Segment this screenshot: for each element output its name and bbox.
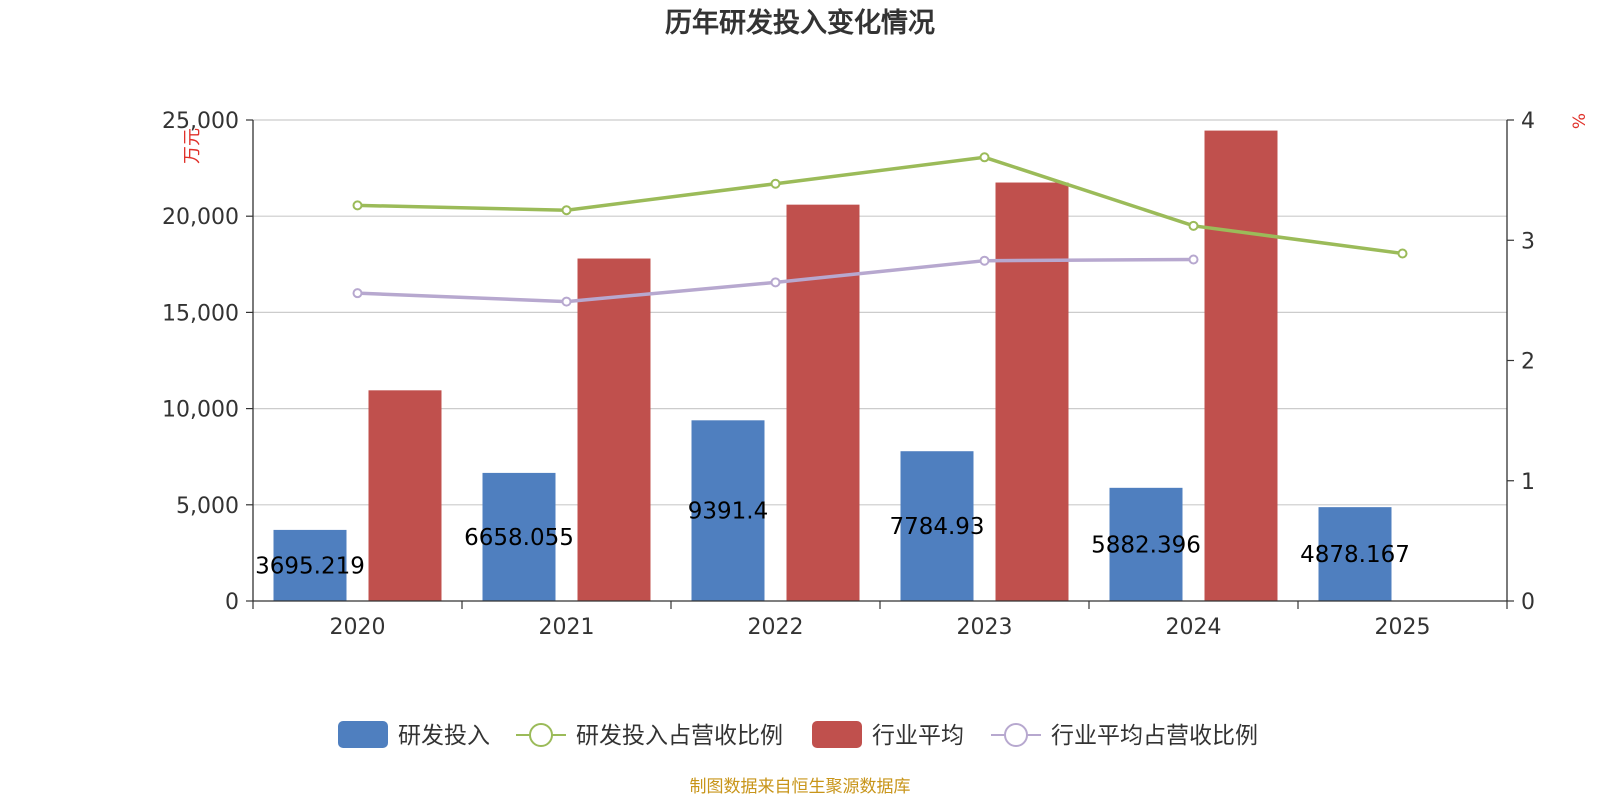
- y-left-tick-label: 15,000: [162, 301, 239, 326]
- bar: [577, 258, 651, 601]
- gridlines: [253, 119, 1507, 506]
- bar: [900, 451, 974, 601]
- bar: [368, 390, 442, 601]
- bar: [786, 204, 860, 601]
- data-label: 9391.4: [688, 499, 768, 525]
- x-tick-label: 2020: [330, 615, 386, 640]
- legend-swatch-marker: [1004, 723, 1028, 747]
- series-point: [979, 152, 990, 163]
- data-label: 6658.055: [464, 525, 574, 551]
- series-point: [1397, 248, 1408, 259]
- legend-label: 研发投入占营收比例: [576, 723, 783, 749]
- y-left-tick-label: 10,000: [162, 398, 239, 423]
- legend: 研发投入 研发投入占营收比例 行业平均 行业平均占营收比例: [338, 721, 1258, 749]
- source-note: 制图数据来自恒生聚源数据库: [690, 777, 911, 797]
- y-right-tick-label: 0: [1521, 590, 1535, 615]
- data-label: 3695.219: [255, 553, 365, 579]
- legend-swatch: [812, 721, 862, 748]
- legend-label: 研发投入: [398, 723, 490, 749]
- series-point: [561, 205, 572, 216]
- legend-label: 行业平均占营收比例: [1051, 723, 1258, 749]
- data-labels: 3695.219 6658.055 9391.4 7784.93 5882.396 487…: [255, 499, 1410, 580]
- legend-swatch: [338, 721, 388, 748]
- y-right-tick-label: 4: [1521, 109, 1535, 134]
- series-point: [770, 178, 781, 189]
- bar: [1318, 507, 1392, 601]
- bar: [273, 529, 347, 601]
- data-label: 7784.93: [889, 514, 984, 540]
- axes: 0 5,000 10,000 15,000 20,000 25,000 0 1 2 3 4 2020 2…: [162, 109, 1535, 640]
- y-left-axis-label: 万元: [182, 128, 203, 164]
- series-point: [1188, 254, 1199, 265]
- bar: [482, 472, 556, 601]
- legend-label: 行业平均: [872, 723, 964, 749]
- series-point: [979, 255, 990, 266]
- legend-swatch-marker: [529, 723, 553, 747]
- y-right-tick-label: 2: [1521, 350, 1535, 375]
- x-tick-label: 2023: [957, 615, 1013, 640]
- y-right-tick-label: 3: [1521, 229, 1535, 254]
- x-tick-label: 2025: [1375, 615, 1431, 640]
- series-point: [1188, 220, 1199, 231]
- y-left-tick-label: 5,000: [176, 494, 239, 519]
- series-lines: [352, 152, 1408, 307]
- y-left-tick-label: 25,000: [162, 109, 239, 134]
- x-tick-label: 2021: [539, 615, 595, 640]
- data-label: 4878.167: [1300, 542, 1410, 568]
- series-point: [561, 296, 572, 307]
- bar: [995, 182, 1069, 601]
- series-point: [770, 277, 781, 288]
- x-tick-label: 2022: [748, 615, 804, 640]
- series-point: [352, 200, 363, 211]
- y-left-tick-label: 0: [225, 590, 239, 615]
- x-tick-label: 2024: [1166, 615, 1222, 640]
- bar: [691, 420, 765, 601]
- y-left-tick-label: 20,000: [162, 205, 239, 230]
- series-point: [352, 288, 363, 299]
- bar: [1204, 130, 1278, 601]
- y-right-axis-label: %: [1570, 113, 1590, 129]
- series-line: [357, 155, 1403, 256]
- y-right-tick-label: 1: [1521, 470, 1535, 495]
- chart-title: 历年研发投入变化情况: [665, 7, 935, 39]
- bar: [1109, 487, 1183, 601]
- bars: [273, 130, 1392, 601]
- data-label: 5882.396: [1091, 532, 1201, 558]
